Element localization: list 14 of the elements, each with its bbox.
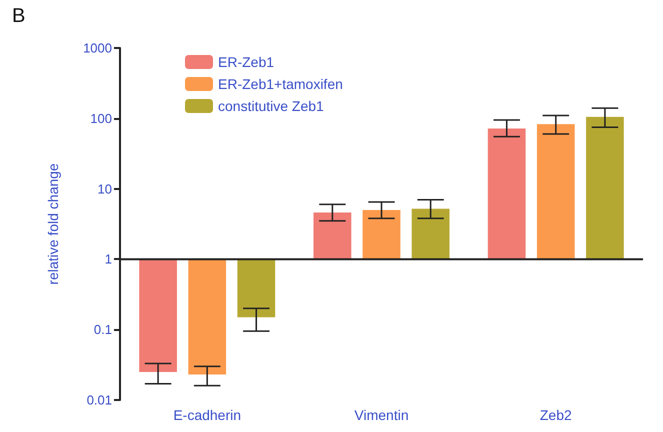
y-tick-label: 0.1 (94, 322, 112, 338)
text: B (12, 5, 26, 27)
legend-label: ER-Zeb1+tamoxifen (218, 76, 343, 92)
y-tick-label: 100 (90, 110, 112, 126)
y-tick-label: 0.01 (86, 392, 112, 408)
y-tick-label: 1 (104, 252, 112, 267)
legend-label: ER-Zeb1 (218, 54, 274, 70)
legend-label: constitutive Zeb1 (218, 98, 324, 114)
x-tick-label: E-cadherin (173, 407, 242, 423)
x-tick-label: Zeb2 (540, 407, 572, 423)
y-tick-label: 10 (98, 181, 112, 196)
x-tick-label: Vimentin (354, 407, 409, 423)
y-tick-label: 1000 (83, 40, 112, 56)
y-axis-title: relative fold change (45, 163, 61, 285)
